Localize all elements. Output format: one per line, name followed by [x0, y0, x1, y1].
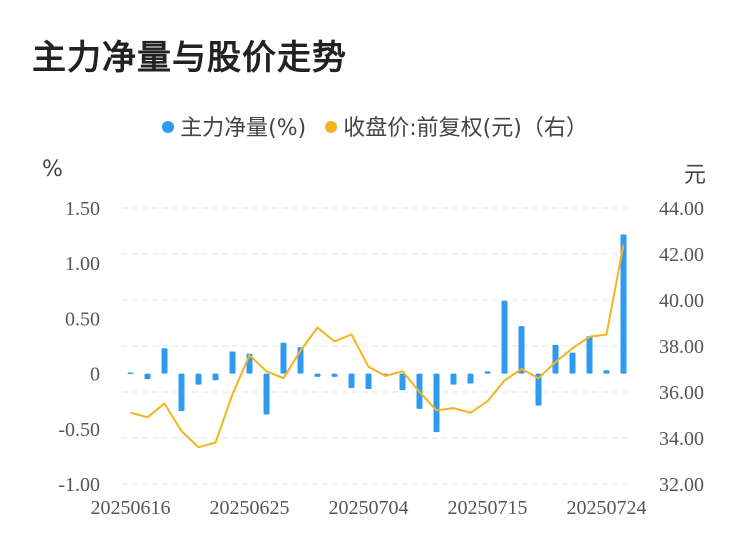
legend-dot-blue-icon — [162, 121, 175, 133]
legend: 主力净量(%) 收盘价:前复权(元)（右） — [0, 110, 750, 142]
x-axis-tick-label: 20250625 — [210, 497, 290, 519]
right-axis-unit: 元 — [684, 163, 707, 188]
chart-title: 主力净量与股价走势 — [32, 38, 347, 78]
net-volume-bar — [620, 234, 627, 374]
net-volume-bar — [535, 373, 542, 406]
x-axis-tick-label: 20250704 — [329, 497, 409, 519]
left-axis-tick-label: -1.00 — [58, 474, 100, 496]
left-axis-tick-label: 1.00 — [65, 253, 100, 275]
net-volume-bar — [552, 344, 559, 374]
legend-dot-orange-icon — [325, 121, 338, 133]
net-volume-bar — [195, 373, 202, 385]
net-volume-bar — [178, 373, 185, 412]
net-volume-bar — [161, 348, 168, 374]
net-volume-bar — [603, 370, 610, 374]
net-volume-bar — [518, 326, 525, 374]
net-volume-bar — [450, 373, 457, 385]
net-volume-bar — [331, 373, 338, 377]
x-axis-tick-label: 20250616 — [91, 497, 171, 519]
left-axis-tick-label: 1.50 — [65, 198, 100, 220]
net-volume-bar — [365, 373, 372, 390]
net-volume-bar — [229, 351, 236, 374]
right-axis-tick-label: 44.00 — [659, 198, 704, 220]
net-volume-bar — [280, 342, 287, 374]
net-volume-bar — [212, 373, 219, 381]
left-axis-tick-label: -0.50 — [58, 419, 100, 441]
net-volume-bar — [399, 373, 406, 391]
x-axis-tick-label: 20250724 — [567, 497, 647, 519]
right-axis-tick-label: 40.00 — [659, 290, 704, 312]
left-axis-tick-label: 0 — [90, 364, 100, 386]
net-volume-bar — [433, 373, 440, 433]
net-volume-bar — [314, 373, 321, 377]
left-axis-tick-label: 0.50 — [65, 308, 100, 330]
legend-item-net-volume[interactable]: 主力净量(%) — [162, 110, 306, 142]
net-volume-bar — [586, 336, 593, 374]
right-axis-tick-label: 32.00 — [659, 474, 704, 496]
legend-label-net-volume: 主力净量(%) — [180, 116, 307, 141]
net-volume-bar — [501, 300, 508, 374]
net-volume-bar — [144, 373, 151, 380]
net-volume-bar — [467, 373, 474, 384]
right-axis-tick-label: 38.00 — [659, 336, 704, 358]
right-axis-tick-label: 36.00 — [659, 382, 704, 404]
right-axis-tick-label: 42.00 — [659, 244, 704, 266]
net-volume-bar — [348, 373, 355, 388]
close-price-line — [130, 244, 625, 449]
net-volume-bar — [263, 373, 270, 415]
left-axis-unit: % — [42, 157, 63, 182]
net-volume-bar — [127, 372, 134, 374]
legend-item-close-price[interactable]: 收盘价:前复权(元)（右） — [325, 110, 588, 142]
right-axis-tick-label: 34.00 — [659, 428, 704, 450]
net-volume-bar — [484, 371, 491, 374]
net-volume-bar — [569, 352, 576, 374]
x-axis-tick-label: 20250715 — [448, 497, 528, 519]
legend-label-close-price: 收盘价:前复权(元)（右） — [343, 116, 588, 141]
